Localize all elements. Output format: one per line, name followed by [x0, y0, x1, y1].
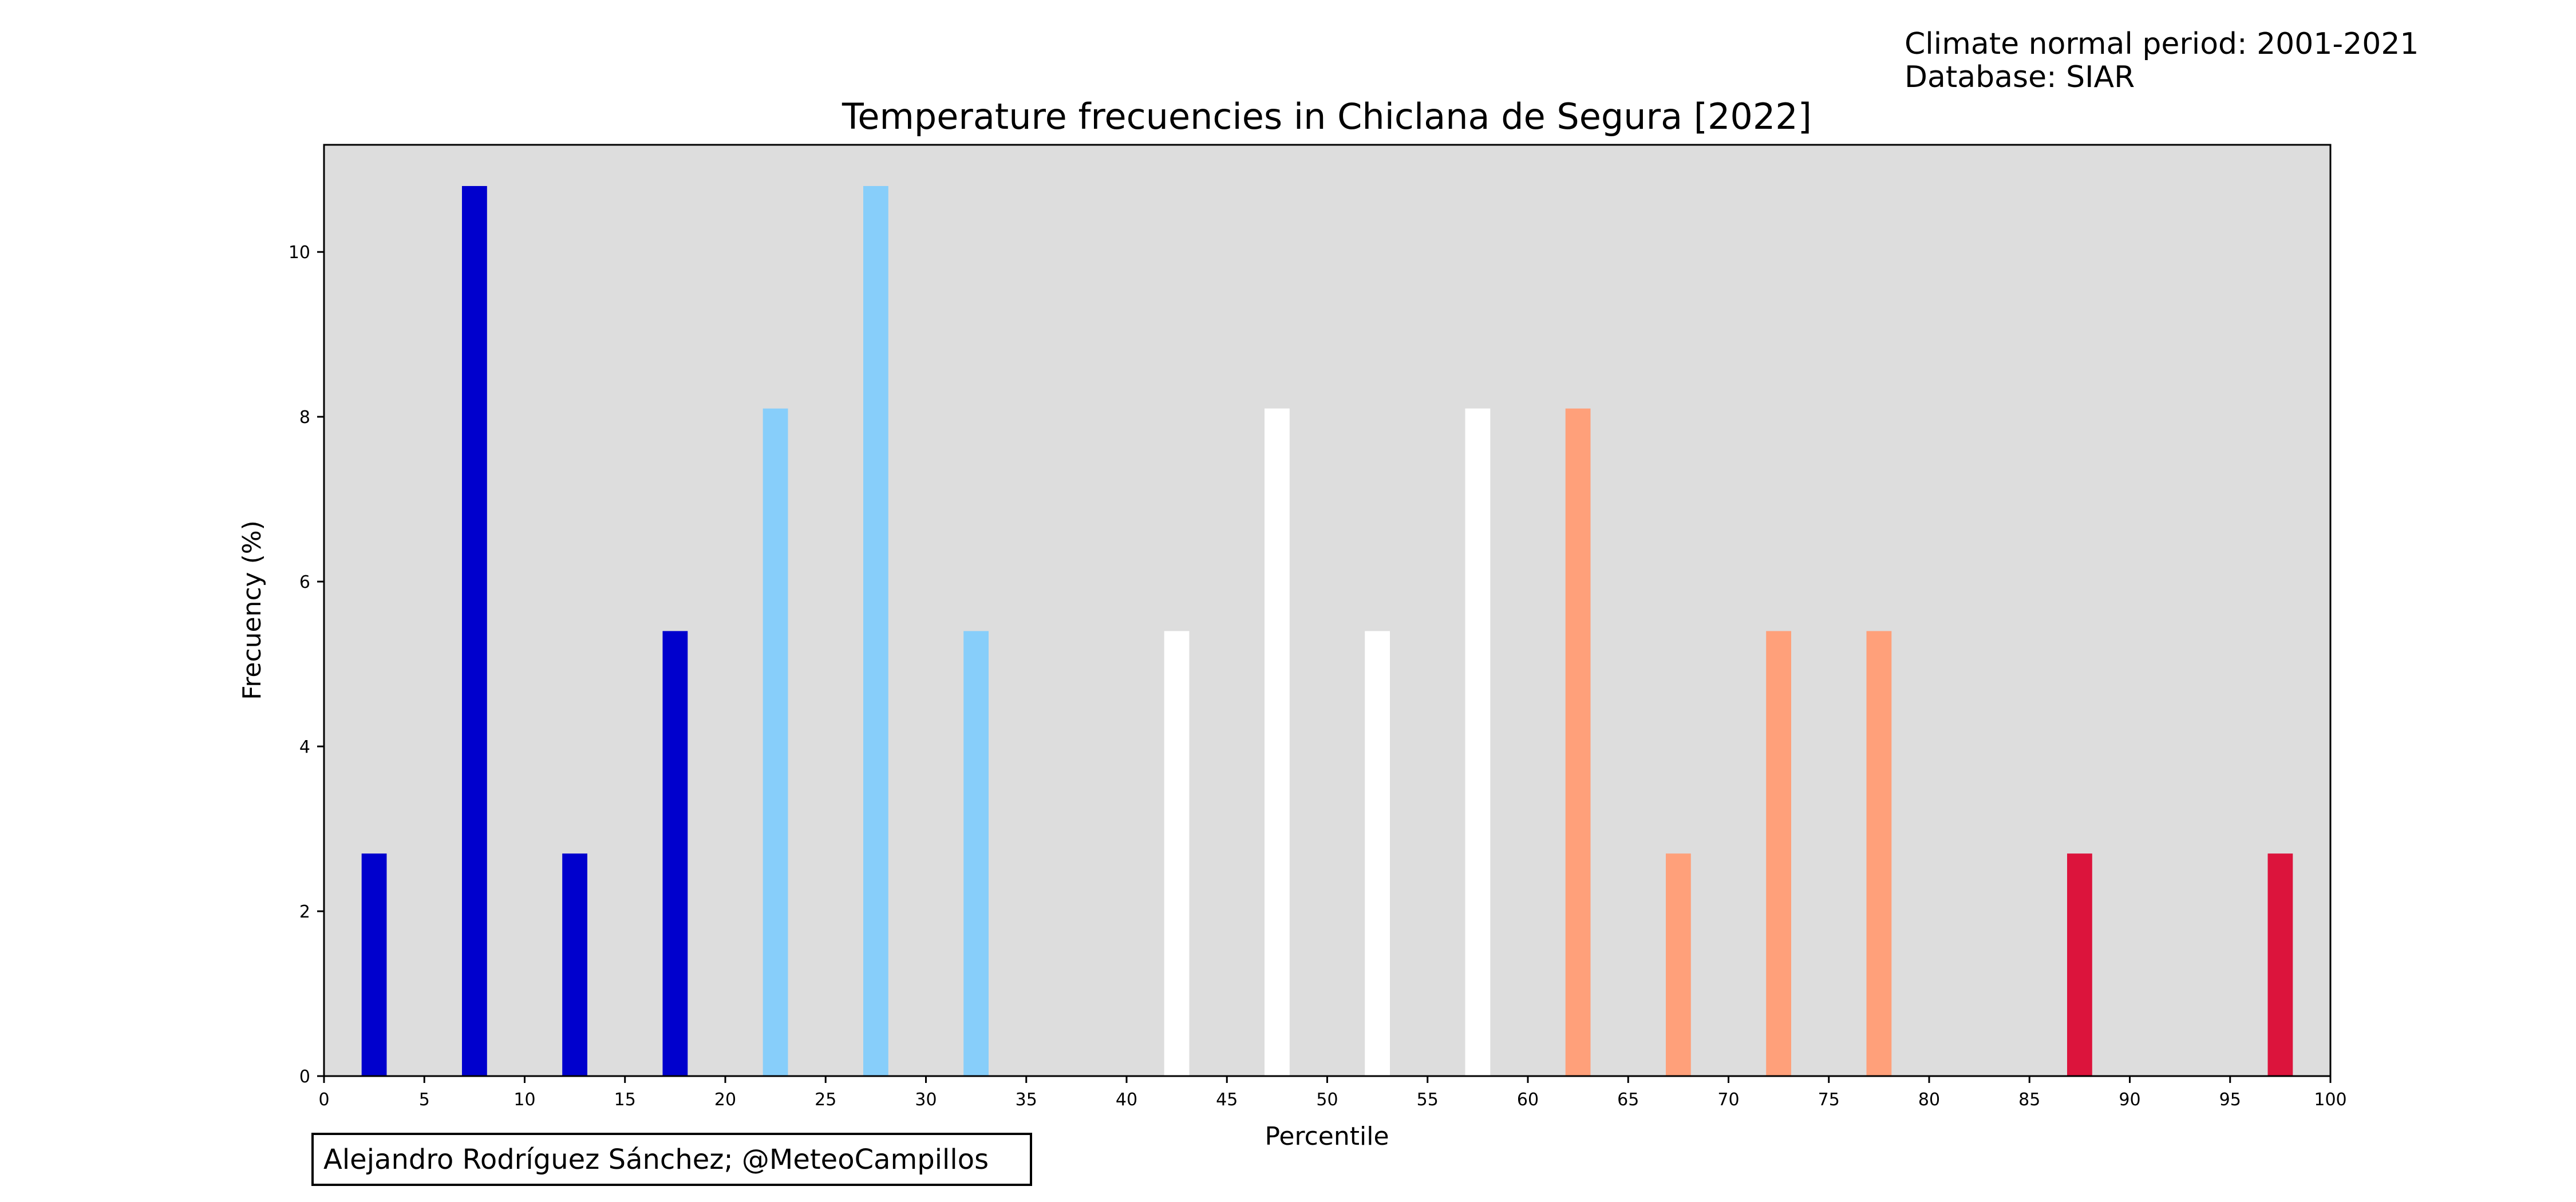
bar-11: [1465, 408, 1491, 1077]
x-tick-label-4: 20: [714, 1090, 736, 1110]
bar-13: [1666, 853, 1691, 1076]
x-tick-label-8: 40: [1116, 1090, 1137, 1110]
x-tick-label-18: 90: [2119, 1090, 2140, 1110]
info-database: Database: SIAR: [1905, 60, 2135, 94]
y-tick-label-1: 2: [299, 902, 310, 922]
x-tick-label-19: 95: [2219, 1090, 2241, 1110]
x-tick-label-10: 50: [1316, 1090, 1338, 1110]
chart-title: Temperature frecuencies in Chiclana de S…: [841, 96, 1812, 137]
x-tick-label-16: 80: [1918, 1090, 1940, 1110]
x-tick-label-9: 45: [1216, 1090, 1238, 1110]
x-tick-label-13: 65: [1617, 1090, 1639, 1110]
x-tick-label-11: 55: [1417, 1090, 1439, 1110]
x-tick-label-6: 30: [915, 1090, 937, 1110]
x-tick-label-15: 75: [1818, 1090, 1840, 1110]
y-tick-label-5: 10: [289, 243, 310, 263]
bar-10: [1365, 631, 1390, 1076]
bar-15: [1866, 631, 1892, 1076]
plot-area: [324, 145, 2330, 1076]
x-tick-label-20: 100: [2314, 1090, 2346, 1110]
y-tick-label-2: 4: [299, 737, 310, 757]
bar-1: [462, 186, 487, 1076]
x-tick-label-1: 5: [419, 1090, 430, 1110]
info-climate-period: Climate normal period: 2001-2021: [1905, 27, 2419, 61]
y-tick-label-4: 8: [299, 408, 310, 428]
x-tick-label-14: 70: [1717, 1090, 1739, 1110]
bar-3: [662, 631, 688, 1076]
x-tick-label-3: 15: [614, 1090, 636, 1110]
y-axis-label: Frecuency (%): [238, 520, 267, 700]
x-axis-label: Percentile: [1265, 1122, 1389, 1151]
bar-4: [762, 408, 788, 1077]
x-tick-label-5: 25: [815, 1090, 836, 1110]
y-tick-label-0: 0: [299, 1067, 310, 1087]
y-axis: 0 2 4 6 8 10: [289, 243, 324, 1087]
x-tick-label-17: 85: [2018, 1090, 2040, 1110]
x-tick-label-12: 60: [1517, 1090, 1539, 1110]
x-tick-label-7: 35: [1016, 1090, 1037, 1110]
x-tick-label-0: 0: [318, 1090, 329, 1110]
x-axis: 0 5 10 15 20 25 30 35 40 45 50 55 60 65 70 75 80 85 90 95 10…: [318, 1076, 2347, 1110]
x-tick-label-2: 10: [513, 1090, 535, 1110]
credit-box: [311, 1133, 1032, 1186]
bar-12: [1565, 408, 1591, 1077]
bar-8: [1164, 631, 1190, 1076]
bar-2: [562, 853, 587, 1076]
credit-text: Alejandro Rodríguez Sánchez; @MeteoCampi…: [323, 1144, 989, 1176]
bar-9: [1265, 408, 1290, 1077]
bars-group: [361, 186, 2293, 1077]
bar-0: [361, 853, 387, 1076]
bar-6: [963, 631, 989, 1076]
bar-19: [2267, 853, 2293, 1076]
bar-17: [2067, 853, 2092, 1076]
y-tick-label-3: 6: [299, 572, 310, 592]
bar-5: [863, 186, 888, 1076]
bar-14: [1766, 631, 1791, 1076]
